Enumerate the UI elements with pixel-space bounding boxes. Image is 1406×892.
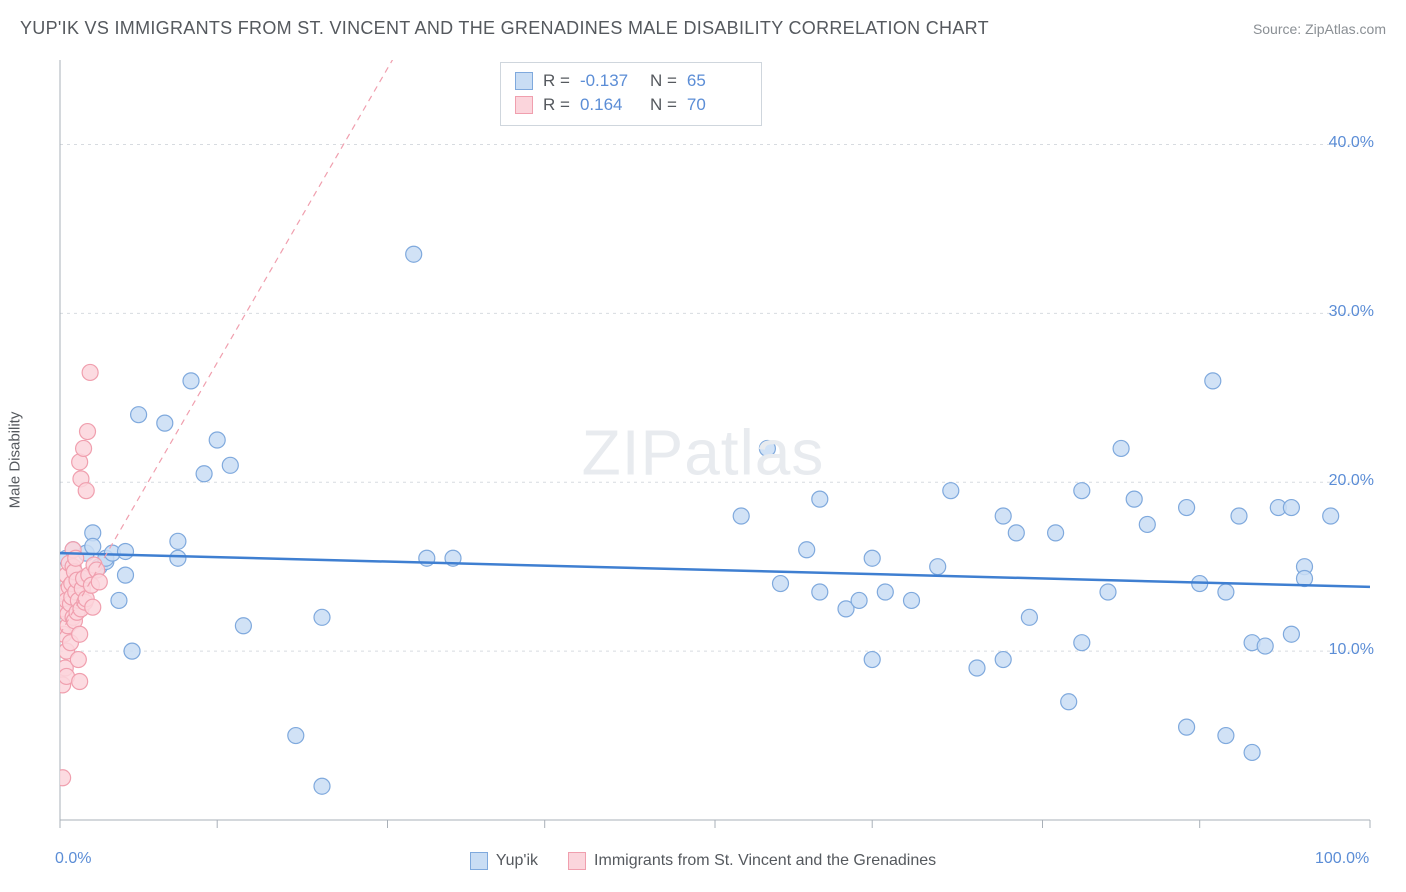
y-tick-label: 30.0%	[1329, 303, 1374, 321]
y-tick-label: 20.0%	[1329, 472, 1374, 490]
y-tick-label: 40.0%	[1329, 134, 1374, 152]
y-axis-label: Male Disability	[7, 412, 24, 509]
correlation-legend-row: R =0.164N =70	[515, 93, 747, 117]
correlation-legend-row: R =-0.137N =65	[515, 69, 747, 93]
scatter-chart	[20, 50, 1386, 850]
legend-item: Immigrants from St. Vincent and the Gren…	[568, 852, 936, 870]
x-tick-label: 100.0%	[1315, 850, 1369, 868]
y-tick-label: 10.0%	[1329, 641, 1374, 659]
chart-title: YUP'IK VS IMMIGRANTS FROM ST. VINCENT AN…	[20, 18, 989, 39]
chart-container: Male Disability ZIPatlas R =-0.137N =65R…	[20, 50, 1386, 870]
correlation-legend-box: R =-0.137N =65R =0.164N =70	[500, 62, 762, 126]
series-legend: Yup'ik Immigrants from St. Vincent and th…	[20, 852, 1386, 870]
source-label: Source: ZipAtlas.com	[1253, 21, 1386, 37]
x-tick-label: 0.0%	[55, 850, 91, 868]
legend-item: Yup'ik	[470, 852, 538, 870]
